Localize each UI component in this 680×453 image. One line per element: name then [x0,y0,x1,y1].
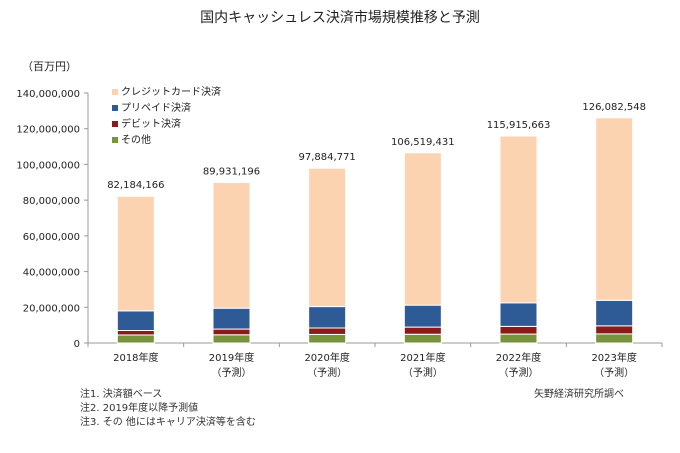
data-label: 126,082,548 [582,102,646,113]
x-tick-label-sub: （予測） [212,366,252,379]
legend-label: その他 [121,133,151,146]
x-tick-label: 2019年度 [209,351,254,364]
bar-segment [212,328,251,336]
legend-label: デビット決済 [121,117,181,130]
bar-segment [403,152,442,306]
notes: 注1. 決済額ベース 注2. 2019年度以降予測値 注3. その 他にはキャリ… [80,388,256,430]
bar-segment [116,195,155,312]
note-1: 注1. 決済額ベース [80,389,163,400]
source: 矢野経済研究所調べ [534,389,624,400]
note-2: 注2. 2019年度以降予測値 [80,403,199,414]
data-label: 115,915,663 [487,120,551,131]
bar-segment [116,334,155,344]
data-label: 106,519,431 [391,137,455,148]
bar-segment [212,181,251,309]
y-tick-label: 40,000,000 [23,268,80,279]
bar-segment [499,302,538,327]
y-tick-label: 20,000,000 [23,303,80,314]
x-tick-label: 2023年度 [591,351,636,364]
y-tick-label: 140,000,000 [16,89,80,100]
bar-segment [499,333,538,344]
data-label: 82,184,166 [107,180,164,191]
data-label: 97,884,771 [299,152,356,163]
x-tick-label: 2021年度 [400,351,445,364]
x-tick-label: 2022年度 [496,351,541,364]
bar-segment [116,310,155,332]
data-label: 89,931,196 [203,166,260,177]
bar-segment [595,325,634,335]
legend-swatch [112,137,118,143]
x-tick-label-sub: （予測） [403,366,443,379]
bar-segment [595,117,634,301]
bar-segment [595,333,634,344]
y-axis-label: （百万円） [22,60,77,73]
bar-segment [308,306,347,329]
y-tick-label: 60,000,000 [23,232,80,243]
y-tick-label: 0 [74,339,80,350]
x-tick-label-sub: （予測） [499,366,539,379]
legend-swatch [112,121,118,127]
legend-label: プリペイド決済 [121,101,191,114]
y-tick-label: 120,000,000 [16,125,80,136]
bar-segment [595,299,634,327]
x-tick-label: 2020年度 [304,351,349,364]
x-tick-label-sub: （予測） [594,366,634,379]
legend-swatch [112,105,118,111]
y-tick-label: 100,000,000 [16,160,80,171]
bar-segment [308,333,347,344]
y-tick-label: 80,000,000 [23,196,80,207]
note-3: 注3. その 他にはキャリア決済等を含む [80,417,256,428]
bar-segment [212,334,251,344]
x-tick-label: 2018年度 [113,351,158,364]
chart-title: 国内キャッシュレス決済市場規模推移と予測 [200,9,480,26]
bar-segment [499,135,538,304]
bar-segment [403,326,442,335]
bar-segment [212,307,251,330]
bar-segment [403,304,442,328]
bar-segment [308,327,347,335]
bar-segment [116,330,155,336]
legend-swatch [112,89,118,95]
x-tick-label-sub: （予測） [307,366,347,379]
legend-label: クレジットカード決済 [121,85,221,98]
bar-segment [403,333,442,344]
bar-segment [308,167,347,308]
bar-segment [499,325,538,335]
